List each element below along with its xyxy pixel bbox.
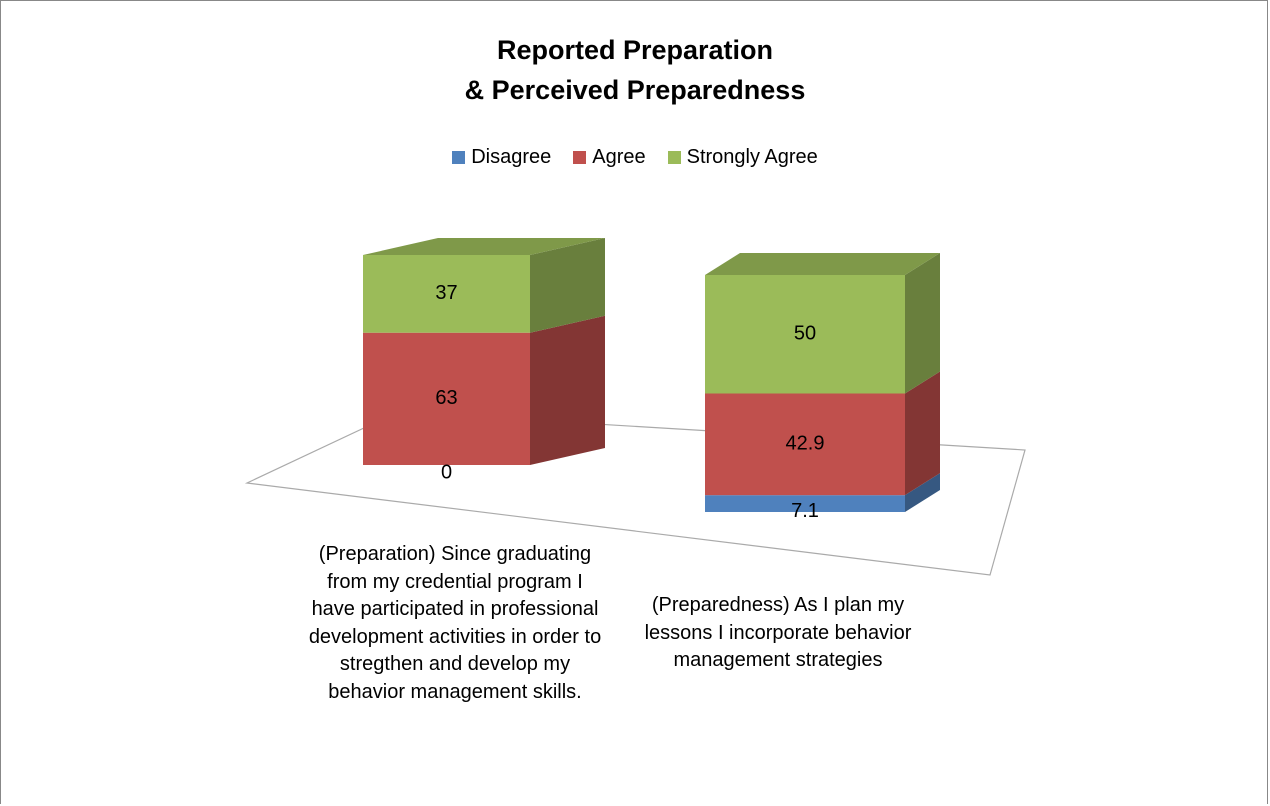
legend-item: Strongly Agree xyxy=(667,146,818,169)
bar-side xyxy=(905,253,940,394)
data-label: 37 xyxy=(435,282,457,304)
legend: Disagree Agree Strongly Agree xyxy=(0,146,1270,169)
data-label: 50 xyxy=(794,323,816,345)
chart-title: Reported Preparation & Perceived Prepare… xyxy=(464,35,806,105)
data-label: 0 xyxy=(441,461,452,483)
legend-swatch xyxy=(667,151,681,164)
legend-item: Disagree xyxy=(452,146,551,169)
data-label: 42.9 xyxy=(786,433,825,455)
bar-top xyxy=(705,253,940,275)
legend-swatch xyxy=(452,151,466,164)
bar-side xyxy=(530,238,605,333)
bar-segment xyxy=(705,275,905,394)
bar-segment xyxy=(705,495,905,512)
bar-top xyxy=(363,238,605,255)
data-label: 63 xyxy=(435,387,457,409)
bar-segment xyxy=(363,255,530,333)
legend-label: Disagree xyxy=(471,146,552,168)
category-label: (Preparedness) As I plan my lessons I in… xyxy=(644,594,912,671)
bar-segment xyxy=(705,393,905,496)
bar-side xyxy=(905,473,940,512)
category-label: (Preparation) Since graduating from my c… xyxy=(308,543,602,703)
bar-segment xyxy=(363,332,530,465)
bar-side xyxy=(905,371,940,496)
legend-label: Agree xyxy=(592,146,646,168)
legend-label: Strongly Agree xyxy=(686,146,818,168)
data-label: 7.1 xyxy=(791,500,819,522)
legend-item: Agree xyxy=(573,146,646,169)
legend-swatch xyxy=(573,151,587,164)
bar-side xyxy=(530,315,605,465)
